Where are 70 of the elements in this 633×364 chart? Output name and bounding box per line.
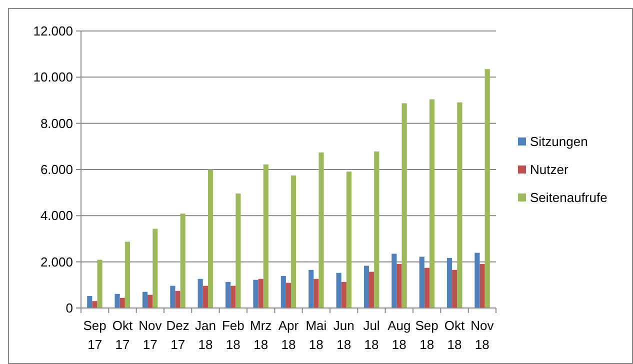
bar: [142, 292, 148, 308]
bar: [457, 102, 462, 308]
y-tick-label: 0: [66, 300, 73, 316]
bar: [419, 256, 424, 308]
bar: [180, 214, 186, 308]
bar: [230, 286, 236, 308]
bar: [402, 103, 407, 308]
bar: [429, 99, 435, 308]
bar: [208, 170, 214, 308]
bar: [124, 242, 130, 308]
legend-label: Seitenaufrufe: [530, 190, 608, 206]
bar: [346, 172, 352, 308]
legend-label: Nutzer: [530, 162, 569, 178]
x-tick-label: Jun 18: [333, 318, 354, 352]
bar: [286, 282, 292, 308]
bar: [152, 228, 158, 308]
bar: [374, 151, 380, 308]
y-tick-label: 2.000: [40, 254, 73, 270]
bar: [392, 254, 397, 308]
x-tick-label: Okt 17: [112, 318, 133, 352]
legend-label: Sitzungen: [530, 134, 588, 150]
bar: [202, 286, 208, 308]
bar: [291, 176, 296, 308]
bar: [253, 280, 258, 308]
bar: [364, 266, 370, 308]
x-tick-label: Aug 18: [388, 318, 411, 352]
bar: [424, 268, 430, 308]
bar: [198, 278, 203, 308]
bar: [280, 276, 286, 308]
bar: [92, 301, 98, 308]
x-tick-label: Jan 18: [195, 318, 216, 352]
x-tick-label: Apr 18: [278, 318, 300, 352]
bar: [87, 296, 92, 308]
x-tick-label: Jul 18: [363, 318, 380, 352]
bar: [396, 264, 402, 308]
bar: [446, 258, 452, 308]
bar: [480, 264, 485, 308]
bar: [170, 286, 176, 308]
bar: [369, 272, 374, 308]
bar: [336, 272, 342, 308]
bar: [236, 194, 241, 308]
bar: [318, 152, 324, 308]
bar: [258, 278, 264, 308]
y-tick-label: 4.000: [40, 208, 73, 224]
bar: [484, 69, 490, 308]
x-tick-label: Dez 17: [166, 318, 190, 352]
bar: [308, 270, 314, 308]
x-tick-label: Nov 17: [138, 318, 162, 352]
x-tick-label: Mrz 18: [250, 318, 272, 352]
y-tick-label: 6.000: [40, 162, 73, 178]
bar: [97, 260, 102, 308]
x-tick-label: Nov 18: [470, 318, 494, 352]
bar: [341, 282, 346, 308]
bar: [263, 164, 268, 308]
bar: [114, 294, 120, 308]
bar: [452, 270, 458, 308]
bar: [148, 294, 153, 308]
x-tick-label: Sep 18: [415, 318, 438, 352]
y-tick-label: 8.000: [40, 116, 73, 131]
x-tick-label: Okt 18: [444, 318, 465, 352]
y-tick-label: 12.000: [33, 24, 73, 39]
x-tick-label: Mai 18: [306, 318, 327, 352]
bar: [175, 290, 180, 308]
bar: [314, 278, 319, 308]
bar: [120, 298, 125, 308]
y-tick-label: 10.000: [33, 70, 73, 85]
x-tick-label: Feb 18: [222, 318, 244, 352]
x-tick-label: Sep 17: [83, 318, 106, 352]
bar: [474, 252, 480, 308]
bar: [226, 282, 231, 308]
